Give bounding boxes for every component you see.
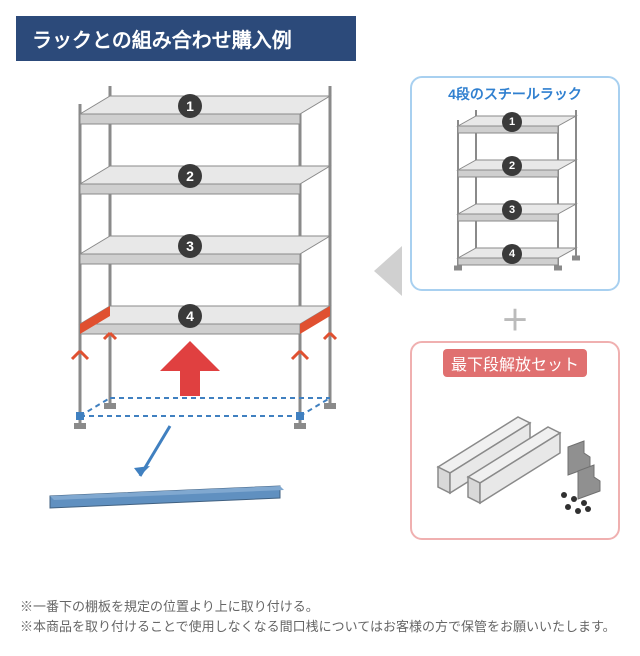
combine-arrow-icon (374, 246, 404, 301)
main-badge-2: 2 (186, 168, 194, 184)
main-badge-4: 4 (186, 308, 194, 324)
side-badge-4: 4 (509, 248, 516, 260)
main-rack-diagram: 1 2 3 4 (20, 86, 380, 516)
note-line-2: ※本商品を取り付けることで使用しなくなる間口桟についてはお客様の方で保管をお願い… (20, 617, 620, 637)
box-blue-title: 4段のスチールラック (418, 84, 612, 104)
box-release-set: 最下段解放セット (410, 341, 620, 540)
plus-icon: ＋ (410, 299, 620, 339)
side-badge-2: 2 (509, 160, 515, 172)
main-badge-1: 1 (186, 98, 194, 114)
side-badge-3: 3 (509, 204, 515, 216)
box-steel-rack: 4段のスチールラック (410, 76, 620, 291)
main-badge-3: 3 (186, 238, 194, 254)
header-title: ラックとの組み合わせ購入例 (32, 30, 292, 52)
side-badge-1: 1 (509, 116, 515, 128)
footnotes: ※一番下の棚板を規定の位置より上に取り付ける。 ※本商品を取り付けることで使用し… (20, 597, 620, 636)
note-line-1: ※一番下の棚板を規定の位置より上に取り付ける。 (20, 597, 620, 617)
side-column: 4段のスチールラック (410, 76, 620, 548)
small-rack-icon: 1 2 3 4 (418, 108, 612, 278)
parts-icon (418, 377, 612, 527)
header-bar: ラックとの組み合わせ購入例 (16, 16, 356, 61)
box-pink-title: 最下段解放セット (443, 349, 587, 377)
